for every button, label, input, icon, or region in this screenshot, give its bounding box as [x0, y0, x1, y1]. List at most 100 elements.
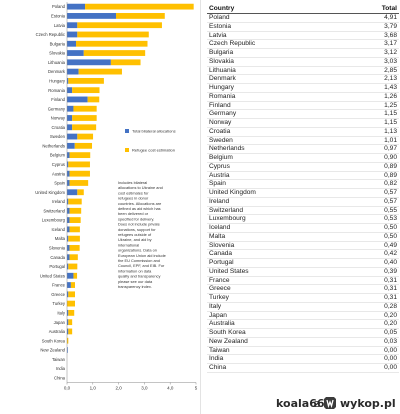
category-label: Bulgaria — [50, 41, 66, 46]
total-cell: 1,25 — [341, 101, 399, 111]
category-label: Belgium — [50, 153, 66, 158]
table-row: Lithuania 2,85 — [207, 66, 399, 76]
category-label: Croatia — [52, 125, 66, 130]
total-cell: 0,05 — [341, 328, 399, 338]
category-label: Cyprus — [52, 162, 65, 167]
category-label: Lithuania — [48, 60, 66, 65]
total-cell: 3,03 — [341, 57, 399, 67]
total-cell: 0,31 — [341, 293, 399, 303]
category-label: Switzerland — [43, 208, 65, 213]
x-tick-label: 3,0 — [141, 385, 148, 390]
table-row: Slovakia 3,03 — [207, 57, 399, 67]
category-label: Poland — [52, 4, 66, 9]
bilateral-bar — [67, 40, 77, 47]
refugee-bar — [68, 77, 104, 84]
refugee-bar — [68, 328, 73, 335]
watermark: koala667 z wykop.pl — [210, 392, 400, 414]
bilateral-bar — [67, 96, 88, 103]
country-cell: Lithuania — [207, 66, 342, 76]
country-cell: Estonia — [207, 22, 342, 32]
country-cell: Romania — [207, 92, 342, 102]
country-cell: Greece — [207, 284, 342, 294]
country-cell: United States — [207, 267, 342, 277]
category-label: Portugal — [49, 264, 65, 269]
watermark-user: koala667 — [276, 397, 333, 410]
category-label: Japan — [54, 320, 66, 325]
bilateral-bar — [67, 3, 86, 10]
country-cell: Bulgaria — [207, 48, 342, 58]
category-label: United States — [40, 273, 65, 278]
bilateral-bar — [67, 235, 69, 242]
total-cell: 0,39 — [341, 267, 399, 277]
refugee-bar — [72, 124, 97, 131]
bilateral-bar — [67, 254, 70, 261]
country-cell: Sweden — [207, 136, 342, 146]
bilateral-bar — [67, 347, 68, 353]
watermark-separator: z — [314, 397, 320, 410]
total-cell: 1,15 — [341, 109, 399, 119]
totals-table-panel: Country Total Poland 4,91 Estonia 3,79 Latvi… — [200, 0, 400, 414]
table-row: Taiwan 0,00 — [207, 346, 399, 356]
country-cell: Portugal — [207, 258, 342, 268]
refugee-bar — [85, 3, 194, 10]
country-cell: Australia — [207, 319, 342, 329]
country-cell: Italy — [207, 302, 342, 312]
refugee-bar — [67, 337, 69, 344]
refugee-bar — [69, 207, 82, 214]
category-label: Czech Republic — [36, 32, 65, 37]
country-cell: Malta — [207, 232, 342, 242]
total-cell: 1,01 — [341, 136, 399, 146]
refugee-bar — [69, 170, 90, 177]
bilateral-bar — [67, 124, 73, 131]
country-cell: Taiwan — [207, 346, 342, 356]
category-label: Sweden — [50, 134, 66, 139]
refugee-bar — [68, 319, 73, 326]
total-cell: 4,91 — [341, 13, 399, 23]
bilateral-bar — [67, 217, 70, 223]
table-row: Bulgaria 3,12 — [207, 48, 399, 58]
total-cell: 0,31 — [341, 276, 399, 286]
country-cell: Hungary — [207, 83, 342, 93]
total-cell: 0,82 — [341, 179, 399, 189]
bilateral-bar — [67, 68, 79, 75]
total-cell: 0,97 — [341, 144, 399, 154]
total-cell: 0,50 — [341, 232, 399, 242]
country-cell: India — [207, 354, 342, 364]
category-label: Luxembourg — [42, 218, 66, 223]
refugee-bar — [116, 13, 165, 19]
total-cell: 0,50 — [341, 223, 399, 233]
table-row: Poland 4,91 — [207, 13, 399, 23]
category-label: Slovenia — [49, 246, 66, 251]
bilateral-bar — [67, 161, 69, 168]
category-label: Romania — [48, 88, 65, 93]
legend-label: Refugee cost estimation — [132, 148, 175, 153]
refugee-bar — [83, 50, 146, 56]
refugee-bar — [69, 217, 81, 223]
refugee-bar — [77, 22, 162, 29]
totals-table: Country Total Poland 4,91 Estonia 3,79 Latvi… — [207, 4, 399, 373]
table-row: South Korea 0,05 — [207, 328, 399, 338]
table-row: Czech Republic 3,17 — [207, 39, 399, 49]
table-row: Finland 1,25 — [207, 101, 399, 111]
table-row: Germany 1,15 — [207, 109, 399, 119]
legend-swatch — [125, 148, 129, 152]
table-row: Canada 0,42 — [207, 249, 399, 259]
refugee-bar — [68, 263, 78, 270]
category-label: Austria — [52, 171, 66, 176]
refugee-bar — [69, 254, 78, 261]
table-row: Spain 0,82 — [207, 179, 399, 189]
refugee-bar — [78, 68, 122, 75]
country-cell: Czech Republic — [207, 39, 342, 49]
category-label: France — [52, 283, 66, 288]
category-label: New Zealand — [40, 348, 65, 353]
table-row: Ireland 0,57 — [207, 197, 399, 207]
country-cell: Spain — [207, 179, 342, 189]
total-cell: 0,00 — [341, 354, 399, 364]
refugee-bar — [76, 40, 148, 47]
total-cell: 0,42 — [341, 249, 399, 259]
country-cell: Netherlands — [207, 144, 342, 154]
category-label: Turkey — [52, 301, 66, 306]
refugee-bar — [69, 226, 80, 233]
table-row: Netherlands 0,97 — [207, 144, 399, 154]
refugee-bar — [77, 133, 94, 140]
